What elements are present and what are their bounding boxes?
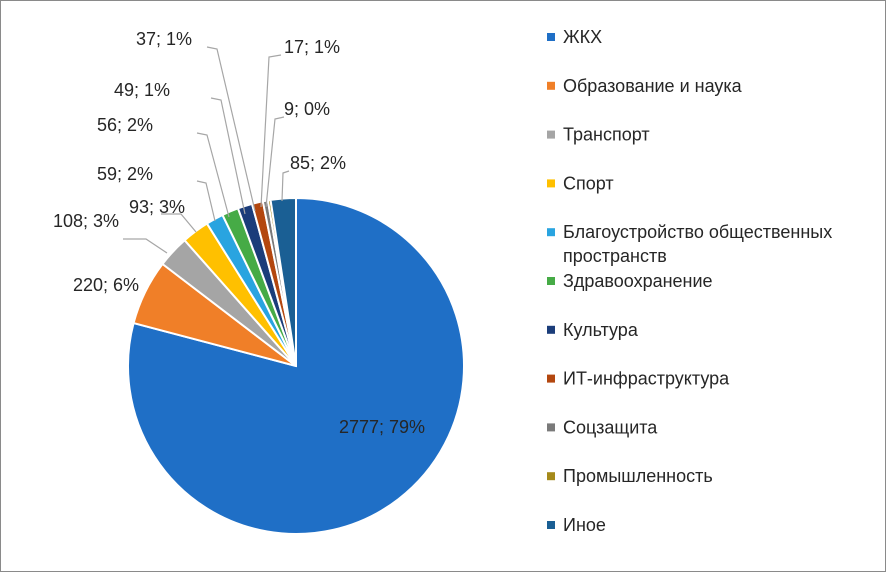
legend-swatch (547, 81, 555, 90)
leader-line (196, 180, 216, 222)
data-label: 2777; 79% (339, 417, 425, 437)
legend-swatch (547, 179, 555, 188)
leader-line (210, 97, 246, 215)
data-label: 17; 1% (284, 37, 340, 57)
legend-swatch (547, 325, 555, 334)
legend-label: Промышленность (563, 466, 713, 486)
leader-line (196, 132, 230, 218)
data-label: 49; 1% (114, 80, 170, 100)
data-label: 85; 2% (290, 153, 346, 173)
legend-label: ЖКХ (563, 27, 602, 47)
data-label: 56; 2% (97, 115, 153, 135)
data-label: 108; 3% (53, 211, 119, 231)
legend: ЖКХ Образование и наука Транспорт Спорт Благ… (547, 27, 832, 535)
data-labels: 2777; 79% 220; 6% 108; 3% 93; 3% 59; 2% 56; 2… (53, 29, 425, 437)
legend-label: Культура (563, 320, 639, 340)
legend-label: ИТ-инфраструктура (563, 369, 730, 389)
leader-line (161, 213, 197, 233)
legend-swatch (547, 374, 555, 383)
leader-line (123, 238, 168, 254)
leader-line (206, 46, 256, 212)
leader-line (281, 170, 290, 202)
leader-line (265, 116, 285, 208)
legend-label: Спорт (563, 173, 614, 193)
data-label: 9; 0% (284, 99, 330, 119)
legend-swatch (547, 423, 555, 432)
legend-swatch (547, 277, 555, 285)
data-label: 93; 3% (129, 197, 185, 217)
pie-slice (269, 196, 297, 367)
pie-slices (127, 196, 465, 535)
legend-swatch (547, 130, 555, 139)
legend-label: Образование и наука (563, 76, 743, 96)
legend-label: Здравоохранение (563, 271, 713, 291)
data-label: 37; 1% (136, 29, 192, 49)
legend-swatch (547, 228, 555, 237)
pie-slice (127, 196, 465, 535)
legend-swatch (547, 33, 555, 41)
data-label: 220; 6% (73, 275, 139, 295)
legend-label: Иное (563, 515, 606, 535)
legend-label: Благоустройство общественных пространств (563, 222, 832, 266)
legend-swatch (547, 521, 555, 529)
leader-line (260, 54, 282, 208)
leader-lines (123, 46, 290, 254)
legend-label: Транспорт (563, 125, 650, 145)
legend-swatch (547, 472, 555, 481)
data-label: 59; 2% (97, 164, 153, 184)
legend-label: Соцзащита (563, 417, 658, 437)
